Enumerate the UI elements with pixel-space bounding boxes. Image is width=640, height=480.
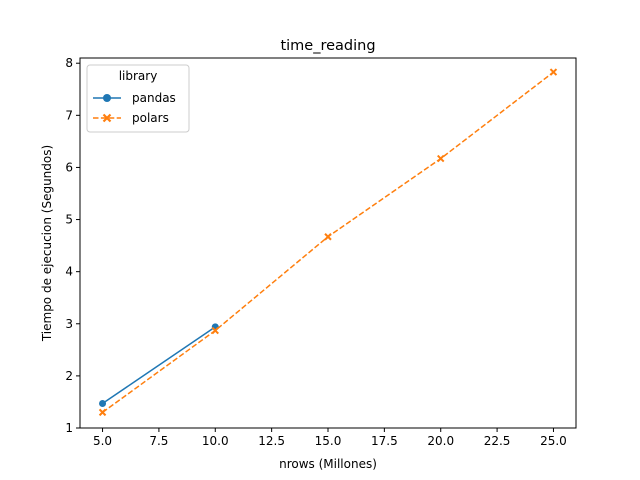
y-tick-label: 4 (65, 265, 73, 279)
data-point-polars (324, 233, 332, 241)
y-tick-label: 1 (65, 421, 73, 435)
legend-entry-polars: polars (93, 111, 169, 125)
y-axis-title: Tiempo de ejecucion (Segundos) (40, 145, 54, 342)
legend-title: library (119, 69, 158, 83)
y-tick-label: 5 (65, 213, 73, 227)
legend: library pandas polars (86, 64, 190, 133)
x-tick-label: 17.5 (371, 434, 398, 448)
x-axis-title: nrows (Millones) (279, 457, 377, 471)
y-tick-label: 7 (65, 108, 73, 122)
series-layer (98, 68, 558, 417)
y-tick-label: 2 (65, 369, 73, 383)
data-point-polars (437, 154, 445, 163)
x-tick-label: 20.0 (427, 434, 454, 448)
x-tick-label: 10.0 (202, 434, 229, 448)
legend-label-polars: polars (132, 111, 169, 125)
x-axis-ticks: 5.0 7.5 10.0 12.5 15.0 17.5 20.0 22.5 25.0 (93, 428, 567, 448)
plot-area: 5.0 7.5 10.0 12.5 15.0 17.5 20.0 22.5 25.0 1 2 3 4 5… (65, 56, 577, 448)
legend-entry-pandas: pandas (93, 91, 176, 105)
y-tick-label: 3 (65, 317, 73, 331)
y-tick-label: 6 (65, 160, 73, 174)
legend-label-pandas: pandas (132, 91, 176, 105)
x-tick-label: 12.5 (258, 434, 285, 448)
data-point-pandas (99, 400, 107, 408)
x-tick-label: 7.5 (149, 434, 168, 448)
data-point-polars (211, 326, 219, 335)
x-tick-label: 25.0 (540, 434, 567, 448)
data-point-polars (98, 408, 107, 417)
y-axis-ticks: 1 2 3 4 5 6 7 8 (65, 56, 80, 435)
y-tick-label: 8 (65, 56, 73, 70)
legend-marker-polars (102, 113, 112, 123)
x-tick-label: 15.0 (315, 434, 342, 448)
chart-title: time_reading (280, 38, 375, 54)
data-point-polars (549, 68, 558, 76)
legend-marker-pandas (103, 94, 111, 102)
x-tick-label: 22.5 (484, 434, 511, 448)
legend-box (86, 64, 190, 133)
x-tick-label: 5.0 (93, 434, 112, 448)
series-line-pandas (102, 326, 216, 405)
